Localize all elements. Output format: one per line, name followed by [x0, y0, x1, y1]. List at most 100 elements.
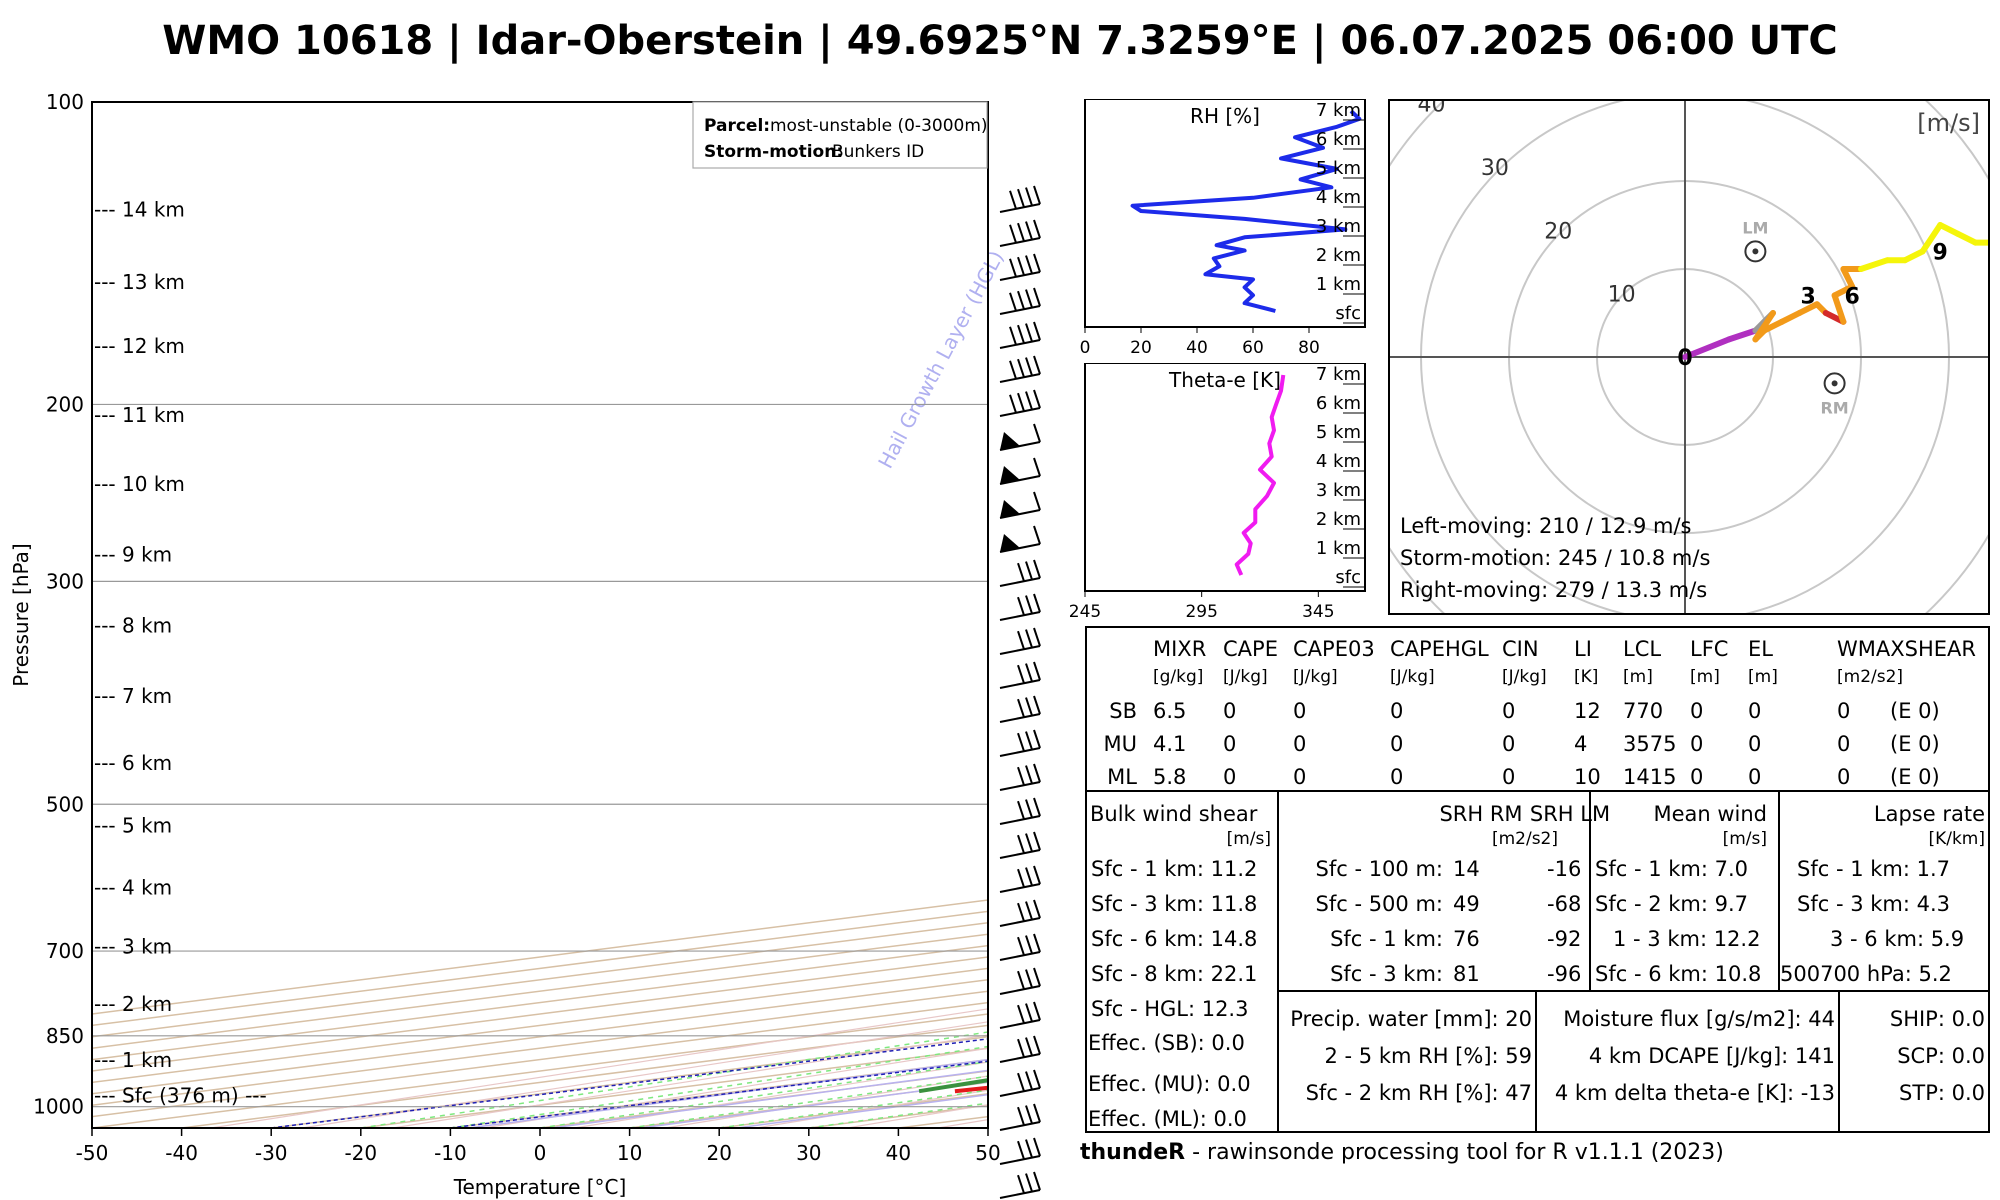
pressure-tick-label: 100	[46, 90, 84, 114]
barb-flag	[1033, 933, 1041, 953]
table-header: LCL	[1623, 637, 1661, 661]
wind-barb	[999, 559, 1041, 587]
table-cell: 0	[1837, 765, 1850, 789]
barb-staff	[999, 815, 1041, 825]
pressure-tick-label: 500	[46, 792, 84, 816]
barb-staff	[999, 747, 1041, 757]
srh-label: Sfc - 100 m:	[1316, 857, 1444, 881]
barb-flag	[1033, 661, 1041, 681]
height-label: --- 14 km	[94, 198, 185, 222]
parameters-table: MIXR CAPE CAPE03 CAPEHGL CIN LI LCL LFC EL WMAXSH…	[1085, 626, 1990, 1133]
moist-adiabat	[360, 1031, 988, 1128]
table-unit: [g/kg]	[1153, 667, 1203, 687]
table-row-label: ML	[1107, 765, 1137, 789]
height-label: --- 2 km	[94, 992, 172, 1016]
footer-text: - rawinsonde processing tool for R v1.1.…	[1185, 1140, 1724, 1165]
ring-label: 10	[1608, 283, 1636, 308]
legend-motion-value: Bunkers ID	[832, 142, 924, 162]
barb-flag	[1033, 423, 1041, 443]
barb-staff	[999, 577, 1041, 587]
x-tick-label: -10	[434, 1141, 467, 1165]
wind-barb	[999, 865, 1041, 893]
barb-flag	[1025, 357, 1033, 376]
mixing-ratio-line	[468, 1058, 988, 1128]
table-cell: 4.1	[1153, 732, 1186, 756]
srh-rm: 49	[1453, 892, 1480, 916]
barb-flag	[1033, 763, 1041, 783]
table-unit: [J/kg]	[1390, 667, 1435, 687]
composite-row: SHIP: 0.0	[1890, 1007, 1985, 1031]
table-header: LI	[1574, 637, 1592, 661]
isotherm	[92, 933, 988, 1049]
barb-staff	[999, 645, 1041, 655]
barb-flag	[1025, 935, 1033, 954]
height-label: 3 km	[1316, 480, 1361, 501]
hodograph-area	[1388, 99, 1990, 615]
height-label: 2 km	[1316, 245, 1361, 266]
barb-staff	[999, 611, 1041, 621]
height-label: 1 km	[1316, 538, 1361, 559]
x-tick-label: -50	[76, 1141, 109, 1165]
barb-flag	[1017, 902, 1025, 922]
height-point-label: 0	[1677, 346, 1692, 371]
table-header: CAPEHGL	[1390, 637, 1489, 661]
barb-pennant	[1000, 534, 1020, 552]
table-cell: 770	[1623, 699, 1663, 723]
table-row-label: MU	[1104, 732, 1138, 756]
barb-flag	[1033, 1001, 1041, 1021]
lapse-row: 500700 hPa: 5.2	[1780, 962, 1952, 986]
barb-staff	[999, 373, 1041, 383]
storm-motion-text: Storm-motion: 245 / 10.8 m/s	[1400, 546, 1710, 570]
barb-flag	[1017, 732, 1025, 752]
height-point-label: 6	[1845, 284, 1860, 309]
table-cell: 0	[1390, 732, 1403, 756]
height-label: --- 11 km	[94, 403, 185, 427]
barb-flag	[1025, 901, 1033, 920]
barb-staff	[999, 1053, 1041, 1063]
wind-barb	[999, 1001, 1041, 1029]
dry-adiabat	[1029, 102, 1060, 1128]
wind-barb	[999, 219, 1041, 247]
x-tick-label: -20	[344, 1141, 377, 1165]
srh-rm: 14	[1453, 857, 1480, 881]
isotherm	[92, 944, 988, 1061]
barb-flag	[1033, 491, 1041, 511]
height-label: --- 5 km	[94, 814, 172, 838]
barb-flag	[1009, 326, 1017, 346]
isotherm	[92, 922, 988, 1038]
height-label: --- Sfc (376 m) ---	[94, 1084, 267, 1108]
composite-row: STP: 0.0	[1899, 1081, 1985, 1105]
height-label: --- 10 km	[94, 472, 185, 496]
height-label: 5 km	[1316, 158, 1361, 179]
height-label: --- 9 km	[94, 542, 172, 566]
x-tick-label: 0	[534, 1141, 547, 1165]
barb-flag	[1033, 831, 1041, 851]
x-tick-label: 245	[1069, 602, 1101, 622]
srh-lm: -68	[1547, 892, 1581, 916]
x-tick-label: 0	[1080, 338, 1091, 358]
table-unit: [m]	[1690, 667, 1720, 687]
barb-staff	[999, 407, 1041, 417]
table-cell: 10	[1574, 765, 1601, 789]
shear-row: Effec. (MU): 0.0	[1088, 1072, 1251, 1096]
barb-flag	[1009, 394, 1017, 414]
barb-flag	[1025, 731, 1033, 750]
barb-flag	[1017, 936, 1025, 956]
hodograph-segment	[1831, 283, 1856, 299]
barb-staff	[999, 339, 1041, 349]
barb-flag	[1033, 797, 1041, 817]
barb-flag	[1025, 221, 1033, 240]
hodograph-segment	[1726, 327, 1759, 343]
x-tick-label: -30	[255, 1141, 288, 1165]
pressure-tick-label: 700	[46, 939, 84, 963]
table-unit: [J/kg]	[1502, 667, 1547, 687]
shear-row: Effec. (ML): 0.0	[1088, 1107, 1247, 1131]
x-tick-label: 295	[1185, 602, 1217, 622]
hodograph-segment	[1902, 248, 1926, 264]
page-title: WMO 10618 | Idar-Oberstein | 49.6925°N 7…	[162, 18, 1838, 64]
table-cell: 5.8	[1153, 765, 1186, 789]
wind-barb	[999, 967, 1041, 995]
height-label: 7 km	[1316, 100, 1361, 121]
barb-flag	[1017, 834, 1025, 854]
barb-staff	[999, 305, 1041, 315]
